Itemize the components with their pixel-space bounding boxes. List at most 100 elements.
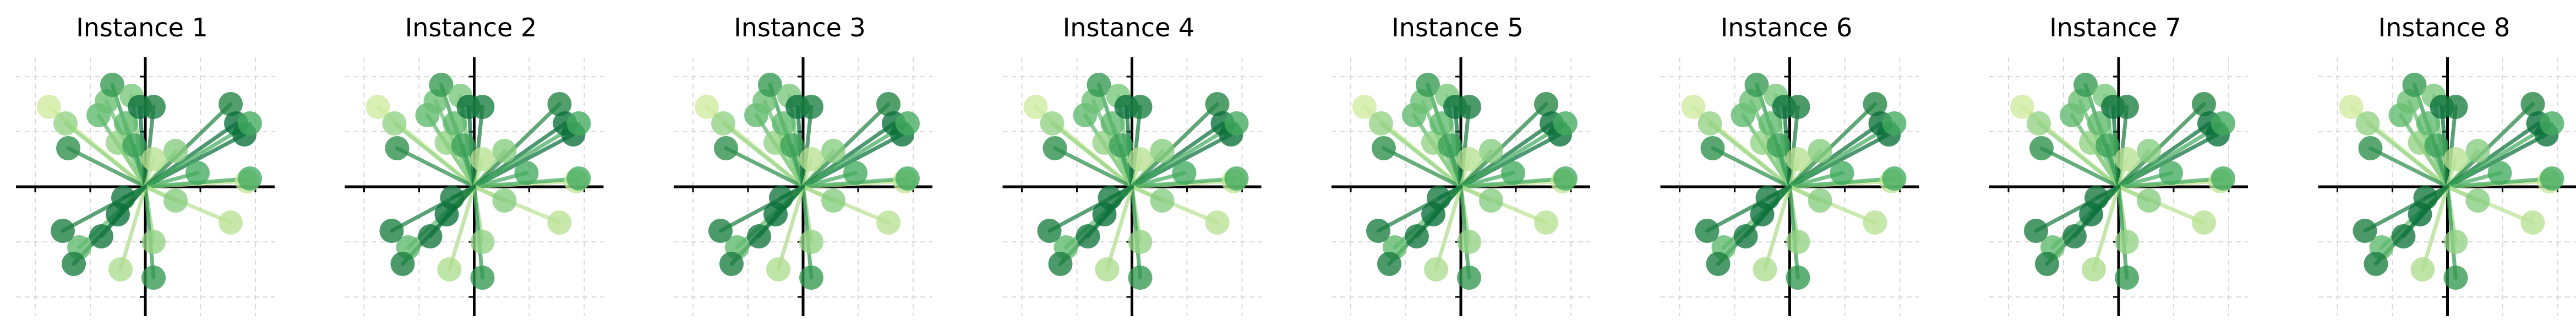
data-point-23 [219,210,243,235]
data-point-15 [1501,161,1525,185]
data-point-8 [114,111,138,136]
vector-line-23 [472,185,561,225]
data-point-22 [1808,188,1832,213]
data-point-13 [2443,147,2468,171]
data-point-21 [566,166,591,191]
data-point-21 [238,166,262,191]
data-point-14 [492,139,517,163]
vector-line-12 [801,105,814,189]
data-point-16 [1534,92,1558,116]
data-point-31 [1695,219,1720,243]
data-point-6 [1416,73,1440,97]
data-point-16 [547,92,572,116]
panel-title: Instance 7 [2049,13,2181,42]
data-point-21 [2211,166,2235,191]
data-point-3 [1043,136,1067,160]
vector-line-23 [2446,185,2535,225]
data-point-23 [1863,210,1887,235]
vector-line-16 [2446,102,2535,189]
data-point-1 [2339,95,2364,119]
data-point-31 [379,219,404,243]
data-point-24 [2115,230,2139,254]
data-point-14 [821,139,845,163]
data-point-15 [514,161,539,185]
data-point-13 [1457,147,1481,171]
vector-line-29 [1105,185,1134,272]
data-point-21 [1882,166,1907,191]
data-point-27 [106,202,130,226]
vector-line-16 [2116,102,2206,189]
vector-line-29 [776,185,805,272]
data-point-16 [219,92,243,116]
data-point-21 [896,166,920,191]
data-point-24 [1786,230,1810,254]
data-point-32 [2364,252,2388,276]
vector-line-2 [1708,121,1792,189]
data-point-27 [1750,202,1775,226]
data-point-25 [1128,266,1153,290]
data-point-8 [772,111,796,136]
vector-line-3 [1053,146,1134,189]
vector-line-3 [724,146,805,189]
data-point-24 [2443,230,2468,254]
vector-line-12 [1788,105,1800,189]
data-point-24 [1457,230,1481,254]
data-point-15 [843,161,867,185]
data-point-1 [1023,95,1048,119]
data-point-23 [547,210,572,235]
data-point-3 [714,136,738,160]
data-point-20 [1224,111,1249,136]
data-point-16 [1863,92,1887,116]
data-point-10 [2095,133,2120,158]
data-point-24 [1128,230,1153,254]
data-point-28 [747,224,771,248]
data-point-15 [2487,161,2512,185]
data-point-32 [390,252,415,276]
data-point-8 [2087,111,2111,136]
data-point-28 [1733,224,1758,248]
data-point-31 [1037,219,1062,243]
vector-line-3 [66,146,148,189]
panel-4: Instance 4 [1002,13,1262,316]
data-point-29 [2082,257,2106,282]
data-point-10 [451,133,476,158]
vector-line-12 [1130,105,1142,189]
data-point-27 [1421,202,1445,226]
vector-line-16 [1459,102,1548,189]
data-point-28 [89,224,113,248]
data-point-10 [1438,133,1462,158]
data-point-3 [1700,136,1725,160]
data-point-12 [470,95,495,119]
data-point-3 [1372,136,1396,160]
vector-line-23 [143,185,233,225]
data-point-16 [876,92,900,116]
vector-line-2 [392,121,476,189]
data-point-31 [2024,219,2048,243]
data-point-28 [2062,224,2087,248]
vector-line-23 [2116,185,2206,225]
data-point-24 [141,230,166,254]
data-point-22 [2137,188,2161,213]
data-point-20 [1553,111,1578,136]
data-point-10 [1109,133,1133,158]
data-point-12 [141,95,166,119]
data-point-8 [1100,111,1125,136]
panel-title: Instance 4 [1063,13,1195,42]
data-point-22 [1479,188,1503,213]
data-point-8 [1429,111,1454,136]
data-point-25 [470,266,495,290]
data-point-2 [382,111,407,136]
data-point-6 [100,73,124,97]
data-point-20 [2211,111,2235,136]
vector-line-29 [1763,185,1792,272]
data-point-2 [1369,111,1393,136]
data-point-29 [2410,257,2435,282]
vector-line-12 [472,105,484,189]
data-point-15 [185,161,210,185]
vector-line-12 [2446,105,2458,189]
vector-line-3 [2039,146,2121,189]
data-point-12 [799,95,823,119]
data-point-20 [238,111,262,136]
data-point-2 [53,111,78,136]
data-point-27 [1092,202,1117,226]
